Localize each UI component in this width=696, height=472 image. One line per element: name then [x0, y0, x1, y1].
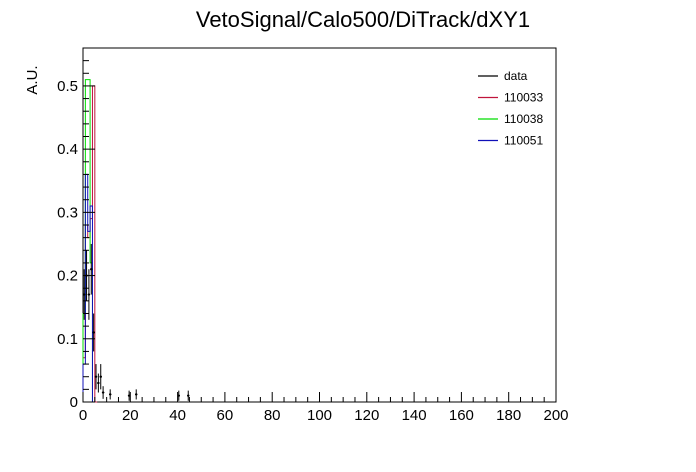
chart-title: VetoSignal/Calo500/DiTrack/dXY1 [196, 7, 530, 32]
legend-label: 110033 [504, 91, 543, 105]
data-point [92, 313, 95, 352]
data-point [82, 269, 86, 320]
x-tick-label: 60 [217, 407, 234, 424]
x-tick-label: 180 [496, 407, 521, 424]
legend-entry-110038: 110038 [478, 112, 543, 126]
x-tick-label: 0 [79, 407, 87, 424]
legend-label: data [504, 69, 528, 83]
y-tick-label: 0.5 [57, 78, 78, 95]
data-point [187, 390, 190, 401]
series-110038-histogram [82, 79, 95, 403]
legend-label: 110038 [504, 112, 543, 126]
data-point [99, 364, 102, 390]
data-point [90, 243, 93, 295]
legend-entry-data: data [478, 69, 528, 83]
x-tick-label: 100 [307, 407, 332, 424]
data-point [97, 373, 100, 393]
legend-entry-110033: 110033 [478, 91, 543, 105]
legend-entry-110051: 110051 [478, 134, 543, 148]
x-tick-label: 160 [449, 407, 474, 424]
data-point [135, 389, 138, 400]
y-tick-label: 0.2 [57, 268, 78, 285]
axes-layer: 0 20 40 60 80 100 120 140 160 180 200 0 0.1 0.2 0.3 0.4… [57, 47, 569, 424]
data-point [108, 389, 112, 400]
x-tick-label: 140 [402, 407, 427, 424]
plot-frame [82, 47, 557, 403]
data-point [94, 364, 98, 390]
data-point [87, 269, 91, 320]
x-tick-label: 120 [354, 407, 379, 424]
legend-label: 110051 [504, 134, 543, 148]
x-tick-label: 40 [169, 407, 186, 424]
y-tick-label: 0.4 [57, 141, 78, 158]
x-tick-label: 80 [264, 407, 281, 424]
y-tick-label: 0.3 [57, 204, 78, 221]
x-tick-label: 200 [543, 407, 568, 424]
y-axis-label: A.U. [24, 65, 41, 94]
data-point [101, 386, 105, 399]
legend: data 110033 110038 110051 [478, 69, 543, 148]
y-tick-label: 0.1 [57, 331, 78, 348]
x-tick-label: 20 [122, 407, 139, 424]
y-tick-label: 0 [70, 394, 78, 411]
histogram-layer [82, 79, 190, 403]
